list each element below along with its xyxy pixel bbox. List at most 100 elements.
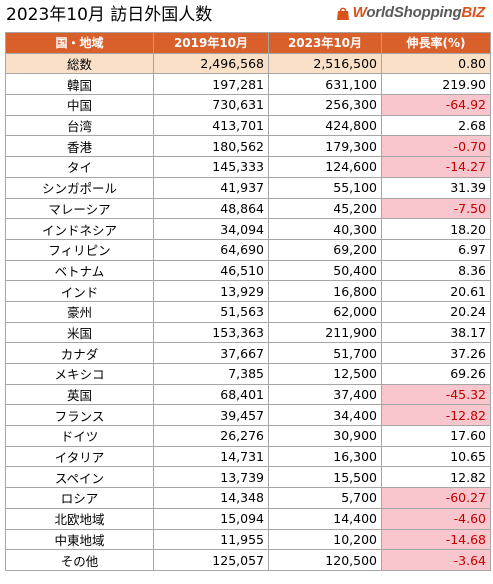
value-2023-cell: 16,300 <box>268 445 382 468</box>
value-2023-cell: 179,300 <box>268 135 382 158</box>
value-2019-cell: 413,701 <box>153 114 269 137</box>
growth-rate-cell: -7.50 <box>381 197 491 220</box>
growth-rate-cell: 20.61 <box>381 280 491 302</box>
table-row: 北欧地域 15,094 14,400 -4.60 <box>5 507 491 530</box>
growth-rate-cell: 12.82 <box>381 466 491 489</box>
value-2023-cell: 124,600 <box>268 156 382 178</box>
value-2019-cell: 15,094 <box>153 507 269 530</box>
table-row: メキシコ 7,385 12,500 69.26 <box>5 363 491 385</box>
country-cell: 豪州 <box>5 300 154 323</box>
value-2023-cell: 30,900 <box>268 425 382 447</box>
growth-rate-cell: -60.27 <box>381 487 491 509</box>
value-2023-cell: 12,500 <box>268 363 382 385</box>
country-cell: メキシコ <box>5 363 154 385</box>
value-2023-cell: 50,400 <box>268 259 382 282</box>
growth-rate-cell: 18.20 <box>381 218 491 240</box>
total-row: 総数 2,496,568 2,516,500 0.80 <box>5 52 491 75</box>
growth-rate-cell: 8.36 <box>381 259 491 282</box>
table-row: インドネシア 34,094 40,300 18.20 <box>5 218 491 240</box>
value-2023-cell: 211,900 <box>268 321 382 344</box>
growth-rate-cell: -0.70 <box>381 135 491 158</box>
value-2023-cell: 5,700 <box>268 487 382 509</box>
value-2019-cell: 730,631 <box>153 94 269 116</box>
country-cell: フィリピン <box>5 238 154 261</box>
country-cell: フランス <box>5 404 154 427</box>
growth-rate-cell: 31.39 <box>381 176 491 199</box>
growth-rate-cell: -64.92 <box>381 94 491 116</box>
table-row: フランス 39,457 34,400 -12.82 <box>5 404 491 427</box>
column-header: 2019年10月 <box>153 32 269 54</box>
country-cell: 台湾 <box>5 114 154 137</box>
growth-rate-cell: -14.68 <box>381 528 491 551</box>
value-2019-cell: 26,276 <box>153 425 269 447</box>
value-2023-cell: 15,500 <box>268 466 382 489</box>
table-row: 米国 153,363 211,900 38.17 <box>5 321 491 344</box>
column-header: 2023年10月 <box>268 32 382 54</box>
country-cell: インド <box>5 280 154 302</box>
growth-rate-cell: 20.24 <box>381 300 491 323</box>
country-cell: 香港 <box>5 135 154 158</box>
value-2023-cell: 10,200 <box>268 528 382 551</box>
value-2023-cell: 14,400 <box>268 507 382 530</box>
table-row: タイ 145,333 124,600 -14.27 <box>5 156 491 178</box>
country-cell: ロシア <box>5 487 154 509</box>
value-2019-cell: 68,401 <box>153 383 269 406</box>
growth-rate-cell: 2.68 <box>381 114 491 137</box>
country-cell: 韓国 <box>5 73 154 96</box>
growth-rate-cell: 0.80 <box>381 52 491 75</box>
shopping-bag-icon <box>334 5 352 21</box>
growth-rate-cell: 219.90 <box>381 73 491 96</box>
country-cell: 米国 <box>5 321 154 344</box>
value-2019-cell: 153,363 <box>153 321 269 344</box>
country-cell: 中国 <box>5 94 154 116</box>
country-cell: インドネシア <box>5 218 154 240</box>
value-2019-cell: 51,563 <box>153 300 269 323</box>
country-cell: シンガポール <box>5 176 154 199</box>
table-row: イタリア 14,731 16,300 10.65 <box>5 445 491 468</box>
value-2019-cell: 14,348 <box>153 487 269 509</box>
table-row: 豪州 51,563 62,000 20.24 <box>5 300 491 323</box>
value-2023-cell: 62,000 <box>268 300 382 323</box>
value-2019-cell: 48,864 <box>153 197 269 220</box>
growth-rate-cell: 10.65 <box>381 445 491 468</box>
table-row: 韓国 197,281 631,100 219.90 <box>5 73 491 96</box>
country-cell: 総数 <box>5 52 154 75</box>
value-2023-cell: 631,100 <box>268 73 382 96</box>
country-cell: 北欧地域 <box>5 507 154 530</box>
table-row: ロシア 14,348 5,700 -60.27 <box>5 487 491 509</box>
header: 2023年10月 訪日外国人数 WorldShoppingBIZ <box>0 0 493 32</box>
value-2019-cell: 13,739 <box>153 466 269 489</box>
table-row: 台湾 413,701 424,800 2.68 <box>5 114 491 137</box>
country-cell: スペイン <box>5 466 154 489</box>
growth-rate-cell: -12.82 <box>381 404 491 427</box>
value-2019-cell: 13,929 <box>153 280 269 302</box>
country-cell: その他 <box>5 549 154 571</box>
value-2023-cell: 37,400 <box>268 383 382 406</box>
value-2019-cell: 145,333 <box>153 156 269 178</box>
country-cell: ドイツ <box>5 425 154 447</box>
column-header: 伸長率(%) <box>381 32 491 54</box>
country-cell: 中東地域 <box>5 528 154 551</box>
growth-rate-cell: -14.27 <box>381 156 491 178</box>
country-cell: タイ <box>5 156 154 178</box>
column-header: 国・地域 <box>5 32 154 54</box>
visitors-table: 国・地域 2019年10月 2023年10月 伸長率(%) 総数 2,496,568 2,… <box>5 32 491 571</box>
growth-rate-cell: 69.26 <box>381 363 491 385</box>
value-2023-cell: 69,200 <box>268 238 382 261</box>
value-2019-cell: 7,385 <box>153 363 269 385</box>
value-2019-cell: 2,496,568 <box>153 52 269 75</box>
value-2023-cell: 34,400 <box>268 404 382 427</box>
table-row: 中東地域 11,955 10,200 -14.68 <box>5 528 491 551</box>
value-2023-cell: 2,516,500 <box>268 52 382 75</box>
value-2019-cell: 34,094 <box>153 218 269 240</box>
growth-rate-cell: -4.60 <box>381 507 491 530</box>
growth-rate-cell: -3.64 <box>381 549 491 571</box>
growth-rate-cell: 38.17 <box>381 321 491 344</box>
country-cell: イタリア <box>5 445 154 468</box>
value-2023-cell: 256,300 <box>268 94 382 116</box>
value-2023-cell: 40,300 <box>268 218 382 240</box>
country-cell: マレーシア <box>5 197 154 220</box>
growth-rate-cell: 6.97 <box>381 238 491 261</box>
value-2019-cell: 41,937 <box>153 176 269 199</box>
country-cell: ベトナム <box>5 259 154 282</box>
